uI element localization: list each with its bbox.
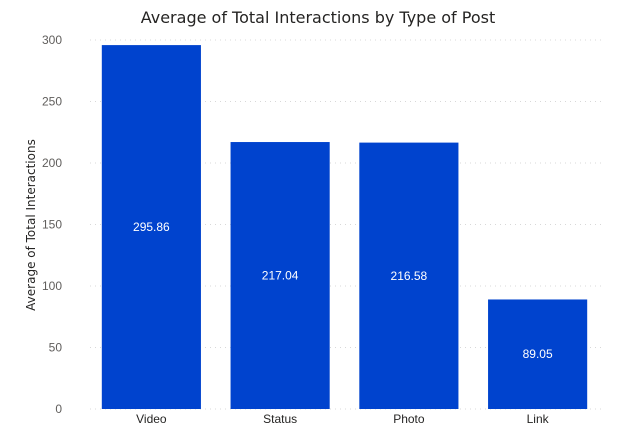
- bar-link[interactable]: [488, 299, 588, 409]
- y-tick-label: 300: [42, 33, 62, 47]
- y-axis-ticks: 0 50 100 150 200 250 300: [42, 33, 62, 416]
- x-tick-label-status: Status: [263, 412, 297, 426]
- y-tick-label: 50: [49, 341, 63, 355]
- x-tick-label-photo: Photo: [393, 412, 425, 426]
- data-label-status: 217.04: [262, 269, 299, 283]
- bar-photo[interactable]: [359, 142, 459, 409]
- y-tick-label: 0: [55, 402, 62, 416]
- x-tick-label-link: Link: [527, 412, 550, 426]
- y-tick-label: 150: [42, 218, 62, 232]
- data-label-link: 89.05: [523, 347, 553, 361]
- bar-video[interactable]: [101, 45, 201, 410]
- bars: [101, 45, 588, 410]
- data-label-photo: 216.58: [391, 269, 428, 283]
- data-labels: 295.86 217.04 216.58 89.05: [133, 220, 553, 361]
- y-tick-label: 250: [42, 95, 62, 109]
- chart-title: Average of Total Interactions by Type of…: [141, 8, 496, 27]
- x-tick-label-video: Video: [136, 412, 167, 426]
- x-axis-ticks: Video Status Photo Link: [136, 412, 549, 426]
- data-label-video: 295.86: [133, 220, 170, 234]
- y-tick-label: 100: [42, 279, 62, 293]
- y-axis-label: Average of Total Interactions: [24, 139, 38, 311]
- y-tick-label: 200: [42, 156, 62, 170]
- bar-status[interactable]: [230, 142, 330, 409]
